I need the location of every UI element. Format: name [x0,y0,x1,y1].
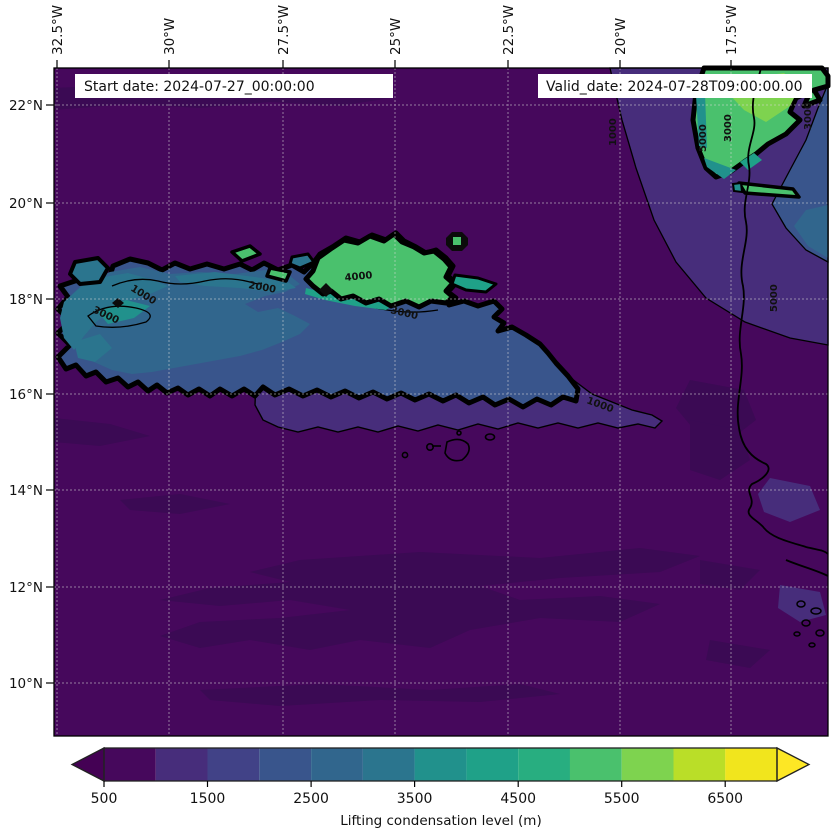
cape-verde-islands [401,430,496,462]
top-axis [56,60,732,68]
lon-tick-label: 17.5°W [724,5,740,55]
map-area: 1000 3000 2000 4000 3000 1000 1000 5000 … [53,65,831,737]
colorbar-segment [311,748,363,781]
colorbar-segment [518,748,570,781]
contour-label: 4000 [344,270,373,284]
date-boxes: Start date: 2024-07-27_00:00:00 Valid_da… [75,74,812,98]
colorbar-tick-labels: 500 1500 2500 3500 4500 5500 6500 [91,791,743,807]
diamond-marker-1 [319,283,333,297]
colorbar-segment [362,748,415,781]
satellite-blob-west [68,256,110,286]
lat-tick-label: 14°N [9,483,43,499]
coastline [736,67,829,648]
left-axis-labels: 22°N 20°N 18°N 16°N 14°N 12°N 10°N [9,98,43,692]
start-date-box [75,74,393,98]
ne-region-2500 [794,205,828,258]
contour-label: 3000 [803,102,814,130]
valid-date-box [538,74,812,98]
satellite-blob-small [288,252,316,270]
low-lcl-patches [54,84,770,706]
lon-tick-label: 32.5°W [50,5,66,55]
lat-tick-label: 18°N [9,292,43,308]
contour-region-3000 [60,272,296,362]
colorbar-segment [673,748,726,781]
lon-tick-label: 22.5°W [501,5,517,55]
top-axis-labels: 32.5°W 30°W 27.5°W 25°W 22.5°W 20°W 17.5… [50,5,740,55]
lat-tick-label: 12°N [9,580,43,596]
contour-label: 2000 [247,280,276,296]
contour-label: 1000 [608,118,619,146]
colorbar-segment [621,748,674,781]
lon-tick-label: 27.5°W [276,5,292,55]
colorbar-tick-label: 500 [91,791,118,807]
contour-region-4500-core [303,231,456,310]
plume-feature [55,230,664,433]
lon-tick-label: 20°W [613,18,629,55]
colorbar-tick-label: 3500 [397,791,433,807]
colorbar: 500 1500 2500 3500 4500 5500 6500 Liftin… [70,746,811,829]
gridlines [54,68,828,736]
lat-tick-label: 20°N [9,196,43,212]
lat-tick-label: 10°N [9,676,43,692]
lat-tick-label: 22°N [9,98,43,114]
colorbar-ticks [103,781,726,787]
colorbar-tick-label: 6500 [707,791,743,807]
green-sliver-2 [265,266,292,283]
coastal-islands [793,600,825,648]
left-axis [46,104,54,684]
ne-green-sliver [737,181,801,199]
green-core-east-tip [450,273,498,294]
diamond-marker-2 [112,298,124,308]
colorbar-segment [414,748,467,781]
colorbar-over-arrow [776,746,811,783]
green-ring-dot [446,232,468,251]
lon-tick-label: 30°W [162,18,178,55]
valid-date-text: Valid_date: 2024-07-28T09:00:00.00 [546,79,803,95]
colorbar-segment [104,748,156,781]
map-frame [53,67,829,737]
contour-label: 3000 [723,114,734,142]
colorbar-segment [569,748,622,781]
colorbar-segments [104,748,777,781]
ne-sliver-teal-tip [731,181,744,194]
colorbar-tick-label: 5500 [604,791,640,807]
colorbar-segment [207,748,260,781]
coastal-light-patches [758,478,826,622]
lat-tick-label: 16°N [9,387,43,403]
contour-region-3500 [98,300,150,324]
colorbar-tick-label: 1500 [190,791,226,807]
green-sliver-1 [230,244,262,263]
contour-label: 5000 [698,124,709,152]
contour-label: 5000 [769,284,780,312]
colorbar-segment [725,748,777,781]
colorbar-segment [466,748,519,781]
colorbar-axis-label: Lifting condensation level (m) [340,813,541,829]
lon-tick-label: 25°W [388,18,404,55]
ne-teal-fringes [696,93,762,179]
colorbar-tick-label: 2500 [293,791,329,807]
colorbar-outline [103,747,778,782]
colorbar-tick-label: 4500 [500,791,536,807]
colorbar-segment [259,748,312,781]
start-date-text: Start date: 2024-07-27_00:00:00 [84,79,315,95]
colorbar-segment [155,748,208,781]
colorbar-under-arrow [70,746,105,783]
